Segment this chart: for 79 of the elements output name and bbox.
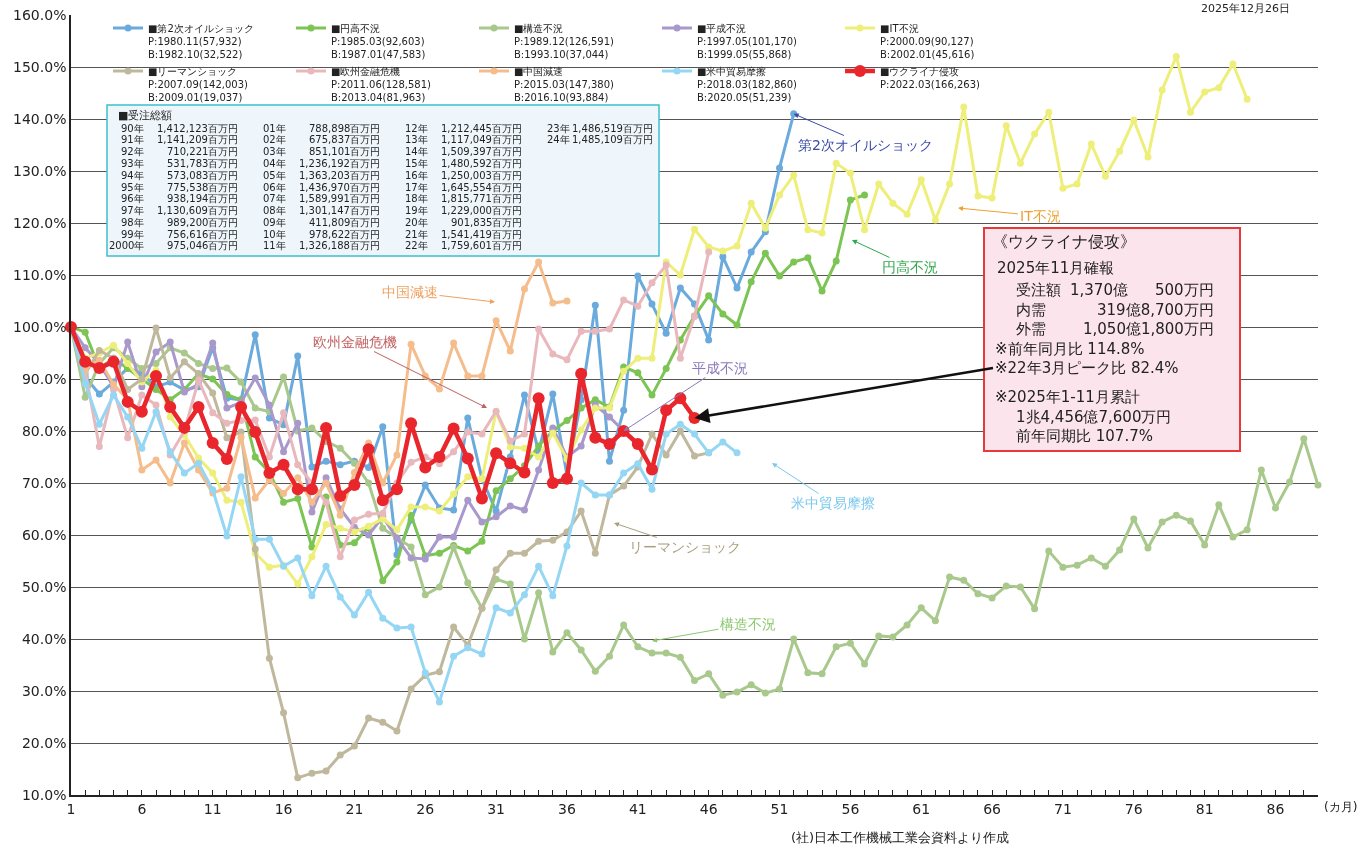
x-tick-label: 31 <box>487 800 506 817</box>
legend-label: ■米中貿易摩擦 P:2018.03(182,860) B:2020.05(51,239) <box>697 65 798 103</box>
x-tick-label: 11 <box>203 800 222 817</box>
x-tick-label: 66 <box>983 800 1002 817</box>
annotation: 円高不況 <box>882 259 938 275</box>
y-tick-label: 10.0% <box>21 786 67 803</box>
y-tick-label: 140.0% <box>13 110 67 127</box>
annotation: 受注額 <box>1016 281 1061 299</box>
y-tick-label: 100.0% <box>13 318 67 335</box>
annotation: 中国減速 <box>382 284 438 300</box>
x-tick-label: 36 <box>558 800 576 817</box>
annotation: 平成不況 <box>692 360 748 376</box>
annotation: 第2次オイルショック <box>798 137 933 153</box>
y-tick-label: 150.0% <box>13 58 67 75</box>
annotation: IT不況 <box>1020 208 1061 224</box>
y-tick-label: 110.0% <box>13 266 67 283</box>
x-tick-label: 56 <box>841 800 860 817</box>
x-tick-label: 1 <box>66 800 76 817</box>
y-tick-label: 80.0% <box>21 422 67 439</box>
x-tick-label: 6 <box>137 800 147 817</box>
legend-label: ■平成不況 P:1997.05(101,170) B:1999.05(55,868) <box>697 22 798 60</box>
legend-label: ■IT不況 P:2000.09(90,127) B:2002.01(45,616) <box>880 22 975 60</box>
legend-label: ■構造不況 P:1989.12(126,591) B:1993.10(37,044) <box>514 22 615 60</box>
x-axis-title: (カ月) <box>1324 800 1357 814</box>
annotation: 欧州金融危機 <box>313 334 397 350</box>
annotation: 1兆4,456億7,600万円 <box>1016 408 1172 426</box>
text: 90年 91年 92年 93年 94年 95年 96年 97年 98年 99年 2000年 <box>109 123 145 251</box>
annotation: 1,050億1,800万円 <box>1083 320 1214 338</box>
x-tick-label: 51 <box>770 800 789 817</box>
x-tick-label: 71 <box>1054 800 1072 817</box>
annotation: ■受注総額 <box>118 109 173 122</box>
x-tick-label: 41 <box>628 800 647 817</box>
annotation: 1,370億 <box>1070 281 1128 299</box>
x-tick-label: 76 <box>1124 800 1143 817</box>
annotation: 米中貿易摩擦 <box>791 495 875 511</box>
annotation: ※22年3月ピーク比 82.4% <box>995 359 1179 377</box>
text: 01年 02年 03年 04年 05年 06年 07年 08年 09年 10年 11年 <box>263 123 286 251</box>
text: 1,412,123百万円 1,141,209百万円 710,221百万円 531,783百万円 573,083百万円 775,538百万円 938,194百万円 1,130,609百万円 989,200百万円 756,616百万円 975,046百万円 <box>157 123 239 251</box>
x-tick-label: 61 <box>912 800 931 817</box>
x-tick-label: 86 <box>1266 800 1285 817</box>
y-tick-label: 120.0% <box>13 214 67 231</box>
x-tick-label: 21 <box>345 800 364 817</box>
annotation: 外需 <box>1016 320 1046 338</box>
annotation: 前年同期比 107.7% <box>1016 427 1153 445</box>
text: 12年 13年 14年 15年 16年 17年 18年 19年 20年 21年 22年 <box>405 123 428 251</box>
text: (社)日本工作機械工業会資料より作成 <box>791 830 1010 845</box>
annotation: 2025年12月26日 <box>1201 2 1290 15</box>
y-tick-label: 90.0% <box>21 370 67 387</box>
y-tick-label: 130.0% <box>13 162 67 179</box>
legend-label: ■欧州金融危機 P:2011.06(128,581) B:2013.04(81,963) <box>331 65 432 103</box>
annotation: ※前年同月比 114.8% <box>995 340 1145 358</box>
annotation: 23年 24年 <box>547 123 570 145</box>
annotation: 構造不況 <box>720 616 776 632</box>
annotation: リーマンショック <box>629 539 741 555</box>
x-tick-label: 16 <box>274 800 293 817</box>
y-tick-label: 50.0% <box>21 578 67 595</box>
y-tick-label: 160.0% <box>13 6 67 23</box>
text: 788,898百万円 675,837百万円 851,101百万円 1,236,192百万円 1,363,203百万円 1,436,970百万円 1,589,991百万円 1,301,147百万円 411,809百万円 978,622百万円 1,326,188百万円 <box>299 123 381 251</box>
y-tick-label: 40.0% <box>21 630 67 647</box>
legend-label: ■第2次オイルショック P:1980.11(57,932) B:1982.10(32,522) <box>148 22 254 60</box>
y-tick-label: 70.0% <box>21 474 67 491</box>
annotation: 内需 <box>1016 301 1046 319</box>
x-tick-label: 46 <box>699 800 718 817</box>
legend-label: ■ウクライナ侵攻 P:2022.03(166,263) <box>880 65 981 90</box>
annotation: 319億8,700万円 <box>1097 301 1214 319</box>
x-tick-label: 26 <box>416 800 435 817</box>
y-tick-label: 30.0% <box>21 682 67 699</box>
annotation: 2025年11月確報 <box>997 259 1115 277</box>
text: 1,212,445百万円 1,117,049百万円 1,509,397百万円 1,480,592百万円 1,250,003百万円 1,645,554百万円 1,815,771百万円 1,229,000百万円 901,835百万円 1,541,419百万円 1,759,601百万円 <box>441 123 523 251</box>
annotation: 500万円 <box>1155 281 1214 299</box>
annotation: ※2025年1-11月累計 <box>995 388 1140 406</box>
y-tick-label: 20.0% <box>21 734 67 751</box>
annotation: 《ウクライナ侵攻》 <box>992 232 1136 251</box>
legend-label: ■中国減速 P:2015.03(147,380) B:2016.10(93,884) <box>514 65 615 103</box>
y-tick-label: 60.0% <box>21 526 67 543</box>
legend-label: ■リーマンショック P:2007.09(142,003) B:2009.01(19,037) <box>148 65 249 103</box>
legend-label: ■円高不況 P:1985.03(92,603) B:1987.01(47,583) <box>331 22 426 60</box>
annotation: 1,486,519百万円 1,485,109百万円 <box>572 123 653 145</box>
x-tick-label: 81 <box>1195 800 1214 817</box>
